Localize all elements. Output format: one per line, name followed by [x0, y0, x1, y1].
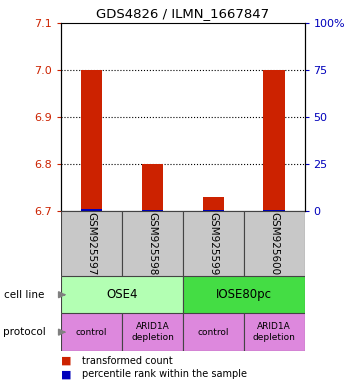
Bar [142, 210, 163, 211]
Title: GDS4826 / ILMN_1667847: GDS4826 / ILMN_1667847 [96, 7, 270, 20]
FancyBboxPatch shape [122, 211, 183, 276]
Text: OSE4: OSE4 [106, 288, 138, 301]
Text: ARID1A
depletion: ARID1A depletion [131, 323, 174, 342]
Text: ■: ■ [61, 369, 72, 379]
Text: IOSE80pc: IOSE80pc [216, 288, 272, 301]
Text: cell line: cell line [4, 290, 44, 300]
Text: GSM925597: GSM925597 [87, 212, 97, 276]
Bar [81, 209, 102, 211]
Text: control: control [197, 328, 229, 337]
FancyBboxPatch shape [61, 276, 183, 313]
Bar [142, 164, 163, 211]
Text: transformed count: transformed count [82, 356, 173, 366]
FancyBboxPatch shape [183, 211, 244, 276]
Text: ■: ■ [61, 356, 72, 366]
FancyBboxPatch shape [244, 211, 304, 276]
Bar [264, 210, 285, 211]
Bar [264, 70, 285, 211]
FancyBboxPatch shape [61, 313, 122, 351]
FancyBboxPatch shape [183, 313, 244, 351]
Bar [203, 210, 224, 211]
Text: GSM925599: GSM925599 [208, 212, 218, 276]
Text: GSM925600: GSM925600 [269, 212, 279, 275]
Text: percentile rank within the sample: percentile rank within the sample [82, 369, 247, 379]
FancyBboxPatch shape [244, 313, 304, 351]
FancyBboxPatch shape [61, 211, 122, 276]
Text: ARID1A
depletion: ARID1A depletion [253, 323, 295, 342]
Bar [203, 197, 224, 211]
Text: control: control [76, 328, 107, 337]
Text: GSM925598: GSM925598 [147, 212, 158, 276]
Bar [81, 70, 102, 211]
FancyBboxPatch shape [122, 313, 183, 351]
Text: protocol: protocol [4, 327, 46, 337]
FancyBboxPatch shape [183, 276, 304, 313]
